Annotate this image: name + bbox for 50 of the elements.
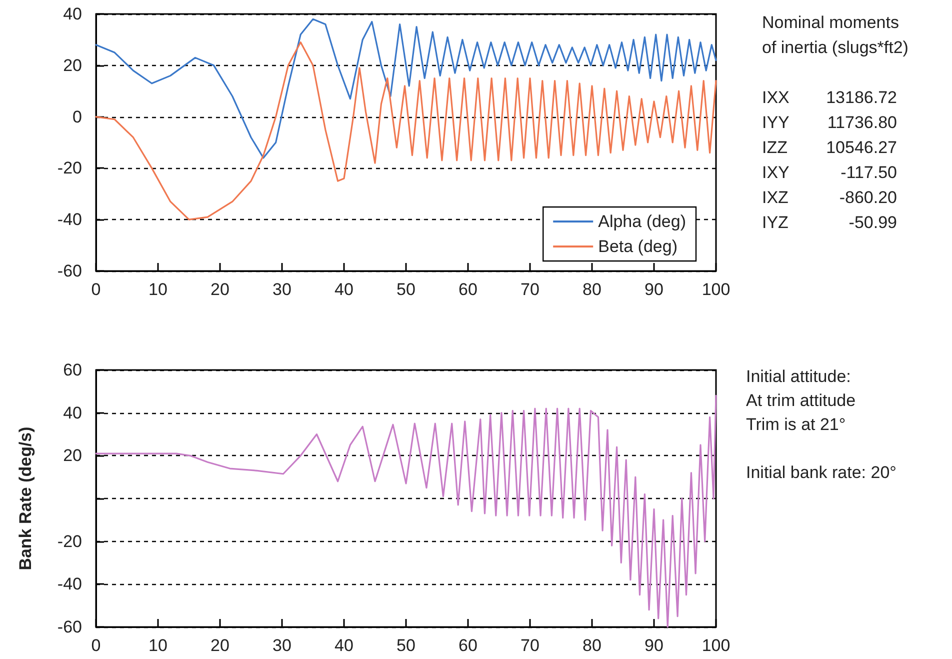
x-tick-label: 60 [458,636,478,655]
text: At trim attitude [746,391,856,410]
x-tick-label: 60 [458,280,478,299]
y-tick-label: -60 [57,618,82,636]
text: Initial attitude: [746,367,851,386]
text: IZZ 10546.27 [762,138,897,157]
y-tick-label: -20 [57,532,82,551]
x-tick-label: 30 [272,280,292,299]
x-tick-label: 70 [520,280,540,299]
legend-label: Alpha (deg) [598,212,686,231]
x-tick-label: 80 [582,636,602,655]
y-tick-label: -60 [57,262,82,280]
x-tick-label: 50 [396,636,416,655]
x-tick-label: 40 [334,280,354,299]
y-tick-label: 0 [72,107,82,126]
text: IXX 13186.72 [762,88,897,107]
x-tick-label: 10 [148,636,168,655]
x-tick-label: 0 [91,280,101,299]
x-tick-label: 100 [702,280,730,299]
x-tick-label: 90 [644,636,664,655]
x-tick-label: 20 [210,636,230,655]
text: Nominal moments [762,13,899,32]
y-tick-label: 20 [63,446,82,466]
y-tick-label: 60 [63,360,82,380]
x-tick-label: 0 [91,636,101,655]
y-tick-label: -20 [57,158,82,178]
text: Initial bank rate: 20° [746,463,896,482]
x-tick-label: 40 [334,636,354,655]
text: IYY 11736.80 [762,113,898,132]
x-tick-label: 100 [702,636,730,655]
x-tick-label: 80 [582,280,602,299]
x-tick-label: 30 [272,636,292,655]
legend-label: Beta (deg) [598,237,678,256]
text: Trim is at 21° [746,415,846,434]
y-tick-label: 40 [63,4,82,24]
x-tick-label: 20 [210,280,230,299]
line-series [95,18,717,159]
y-tick-label: -40 [57,574,82,594]
y-tick-label: 40 [63,403,82,422]
y-axis-title: Bank Rate (deg/s) [16,426,35,570]
y-tick-label: -40 [57,210,82,230]
text: of inertia (slugs*ft2) [762,38,908,57]
x-tick-label: 10 [148,280,168,299]
text: IYZ -50.99 [762,213,897,232]
x-tick-label: 70 [520,636,540,655]
y-tick-label: 20 [63,56,82,75]
text: IXZ -860.20 [762,188,898,207]
x-tick-label: 50 [396,280,416,299]
x-tick-label: 90 [644,280,664,299]
text: IXY -117.50 [762,163,898,182]
